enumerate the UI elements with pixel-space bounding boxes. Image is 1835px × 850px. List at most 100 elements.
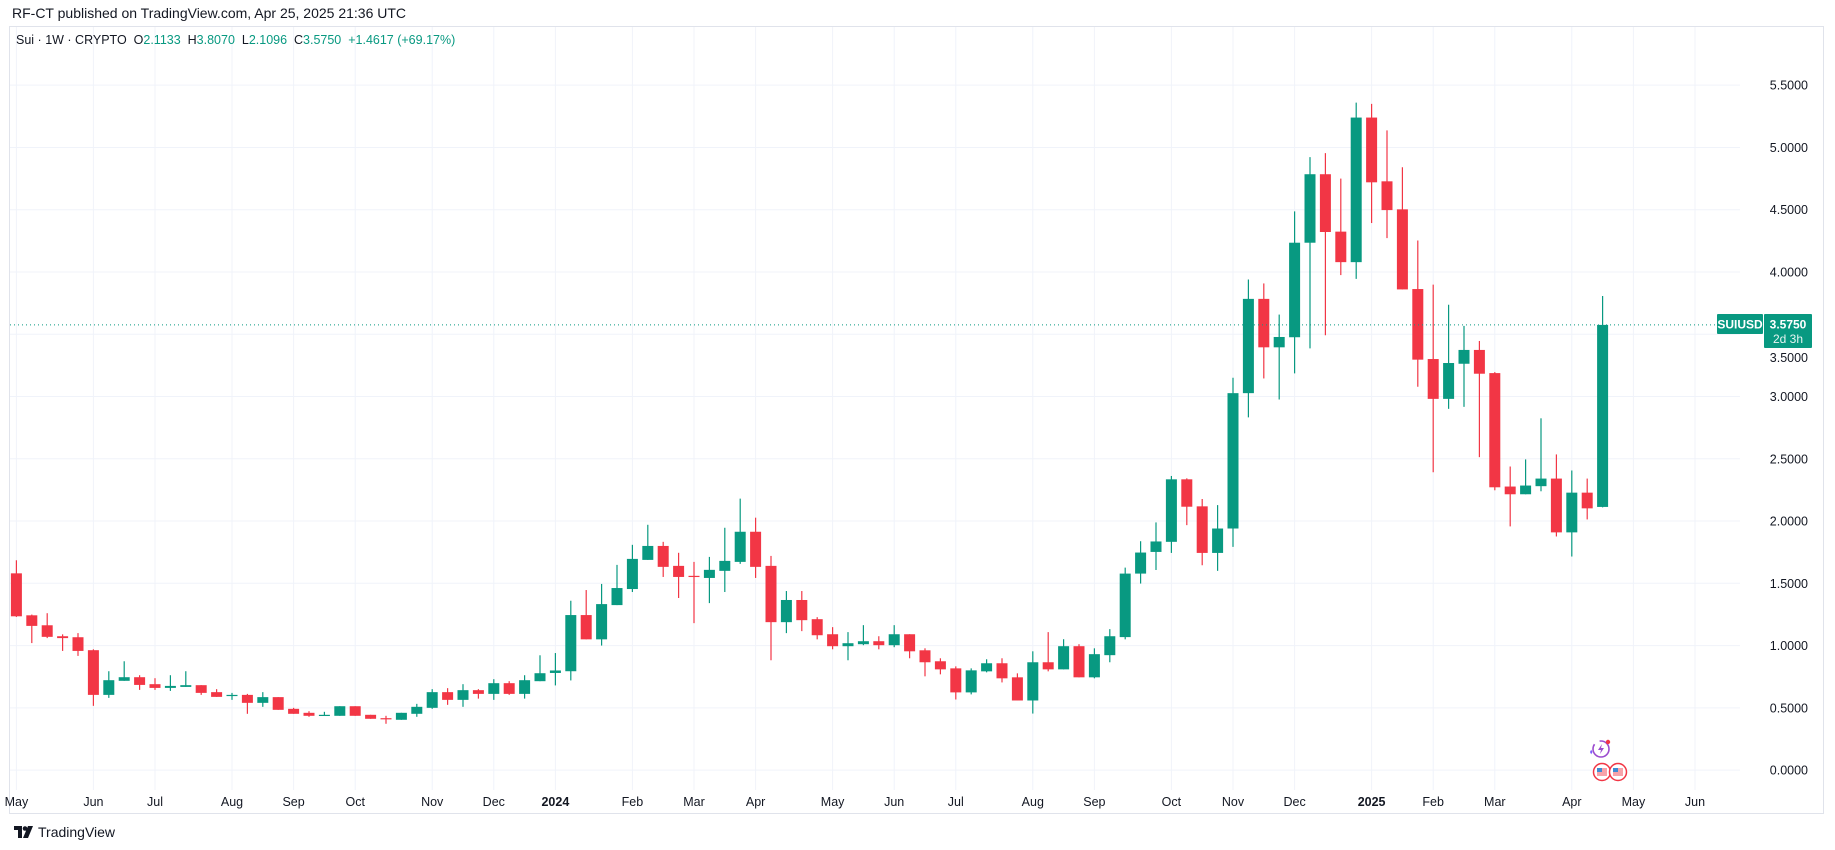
bullish-candle[interactable] <box>164 675 176 691</box>
bullish-candle[interactable] <box>488 679 500 700</box>
bearish-candle[interactable] <box>1427 284 1439 473</box>
bearish-candle[interactable] <box>1504 466 1516 527</box>
bullish-candle[interactable] <box>1227 377 1239 547</box>
bearish-candle[interactable] <box>442 688 454 705</box>
bullish-candle[interactable] <box>1458 325 1470 407</box>
bearish-candle[interactable] <box>365 714 377 719</box>
bearish-candle[interactable] <box>1181 478 1193 526</box>
bearish-candle[interactable] <box>241 693 253 714</box>
legend-interval[interactable]: 1W <box>45 33 64 47</box>
bullish-candle[interactable] <box>1165 475 1177 553</box>
bearish-candle[interactable] <box>950 666 962 700</box>
bearish-candle[interactable] <box>303 711 315 717</box>
bullish-candle[interactable] <box>565 600 577 681</box>
bullish-candle[interactable] <box>981 659 993 673</box>
bullish-candle[interactable] <box>257 692 269 707</box>
bullish-candle[interactable] <box>1304 157 1316 349</box>
bearish-candle[interactable] <box>272 697 284 710</box>
bullish-candle[interactable] <box>596 583 608 646</box>
bullish-candle[interactable] <box>103 671 115 698</box>
bullish-candle[interactable] <box>411 703 423 717</box>
bearish-candle[interactable] <box>688 561 700 624</box>
bullish-candle[interactable] <box>426 689 438 709</box>
bullish-candle[interactable] <box>226 692 238 700</box>
bullish-candle[interactable] <box>180 671 192 687</box>
lightning-event-icon[interactable] <box>1590 739 1611 758</box>
bullish-candle[interactable] <box>965 668 977 695</box>
bearish-candle[interactable] <box>380 715 392 724</box>
bearish-candle[interactable] <box>657 541 669 577</box>
bullish-candle[interactable] <box>780 591 792 634</box>
bullish-candle[interactable] <box>1104 629 1116 663</box>
bearish-candle[interactable] <box>750 517 762 578</box>
bullish-candle[interactable] <box>457 684 469 707</box>
bullish-candle[interactable] <box>1212 505 1224 571</box>
bullish-candle[interactable] <box>1242 279 1254 418</box>
bearish-candle[interactable] <box>919 648 931 677</box>
bullish-candle[interactable] <box>719 527 731 593</box>
bearish-candle[interactable] <box>1473 340 1485 458</box>
bearish-candle[interactable] <box>1073 644 1085 678</box>
bearish-candle[interactable] <box>1489 372 1501 491</box>
bearish-candle[interactable] <box>934 658 946 675</box>
bearish-candle[interactable] <box>1366 103 1378 224</box>
bullish-candle[interactable] <box>611 564 623 606</box>
bullish-candle[interactable] <box>642 524 654 560</box>
bullish-candle[interactable] <box>1088 648 1100 679</box>
bearish-candle[interactable] <box>827 627 839 650</box>
bullish-candle[interactable] <box>395 712 407 720</box>
bearish-candle[interactable] <box>503 681 515 695</box>
bullish-candle[interactable] <box>318 711 330 717</box>
bearish-candle[interactable] <box>195 685 207 695</box>
us-flag-event-icon[interactable] <box>1608 762 1628 782</box>
bearish-candle[interactable] <box>10 560 22 617</box>
bearish-candle[interactable] <box>1042 632 1054 672</box>
bearish-candle[interactable] <box>996 658 1008 683</box>
bullish-candle[interactable] <box>857 625 869 646</box>
bullish-candle[interactable] <box>842 632 854 661</box>
bullish-candle[interactable] <box>1535 418 1547 492</box>
bullish-candle[interactable] <box>888 625 900 648</box>
bullish-candle[interactable] <box>118 661 130 681</box>
bearish-candle[interactable] <box>349 706 361 716</box>
bearish-candle[interactable] <box>87 649 99 706</box>
bearish-candle[interactable] <box>1011 673 1023 701</box>
bearish-candle[interactable] <box>765 555 777 661</box>
bullish-candle[interactable] <box>734 498 746 564</box>
bearish-candle[interactable] <box>288 707 300 714</box>
bullish-candle[interactable] <box>519 675 531 699</box>
bearish-candle[interactable] <box>211 689 223 697</box>
bullish-candle[interactable] <box>1135 541 1147 584</box>
bullish-candle[interactable] <box>549 653 561 686</box>
bullish-candle[interactable] <box>1150 522 1162 570</box>
bullish-candle[interactable] <box>1289 211 1301 374</box>
bearish-candle[interactable] <box>673 552 685 598</box>
bullish-candle[interactable] <box>703 556 715 604</box>
bearish-candle[interactable] <box>1335 178 1347 276</box>
bearish-candle[interactable] <box>1396 167 1408 290</box>
bullish-candle[interactable] <box>334 706 346 716</box>
bearish-candle[interactable] <box>873 636 885 650</box>
bullish-candle[interactable] <box>1443 304 1455 409</box>
bullish-candle[interactable] <box>1520 459 1532 495</box>
bearish-candle[interactable] <box>904 634 916 659</box>
bullish-candle[interactable] <box>1027 651 1039 714</box>
bearish-candle[interactable] <box>580 590 592 640</box>
bearish-candle[interactable] <box>1319 153 1331 336</box>
bullish-candle[interactable] <box>534 655 546 682</box>
bearish-candle[interactable] <box>1258 283 1270 379</box>
bullish-candle[interactable] <box>1273 314 1285 400</box>
bearish-candle[interactable] <box>472 689 484 699</box>
bearish-candle[interactable] <box>72 633 84 656</box>
bearish-candle[interactable] <box>26 614 38 644</box>
us-flag-event-icon[interactable] <box>1592 762 1612 782</box>
bearish-candle[interactable] <box>41 613 53 639</box>
bearish-candle[interactable] <box>1550 454 1562 537</box>
legend-symbol[interactable]: Sui <box>16 33 35 47</box>
bullish-candle[interactable] <box>1566 470 1578 557</box>
bullish-candle[interactable] <box>626 544 638 593</box>
bearish-candle[interactable] <box>1412 240 1424 387</box>
bearish-candle[interactable] <box>796 591 808 632</box>
bearish-candle[interactable] <box>811 617 823 640</box>
